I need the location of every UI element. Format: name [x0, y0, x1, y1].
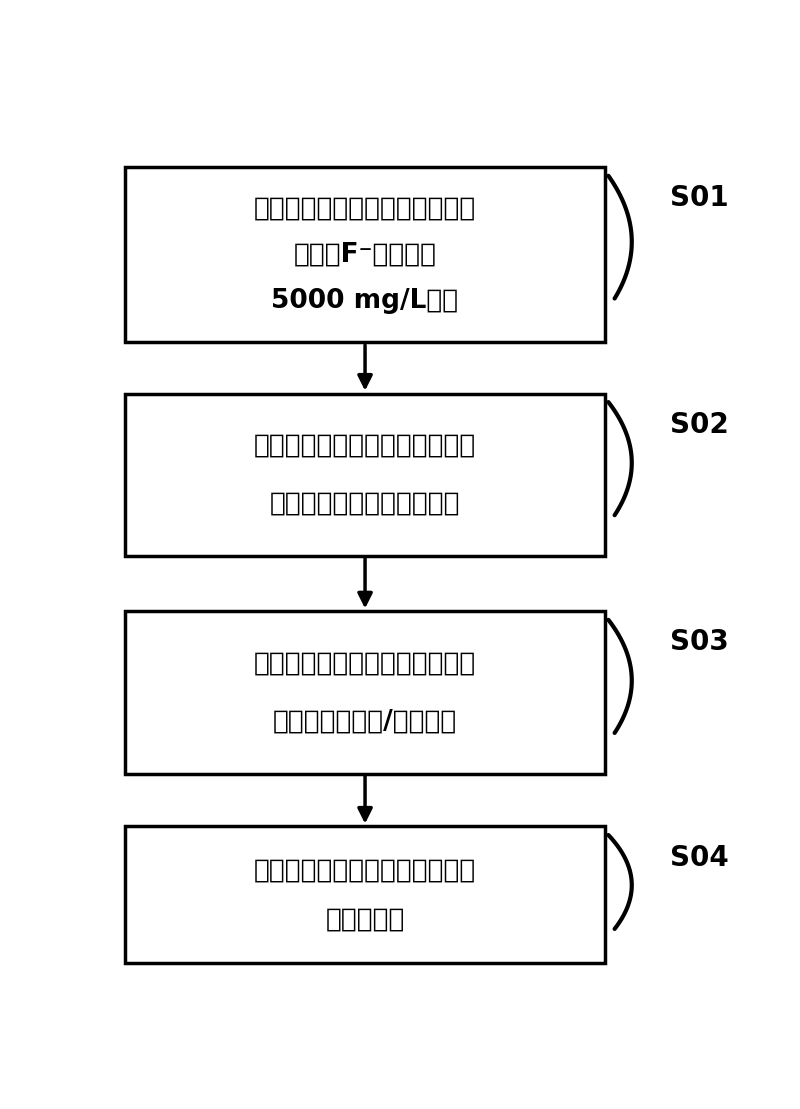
Text: 液，将F⁻浓度降到: 液，将F⁻浓度降到 [294, 242, 437, 267]
Text: 5000 mg/L以下: 5000 mg/L以下 [271, 288, 458, 314]
Bar [125, 394, 606, 556]
Bar [125, 167, 606, 343]
Bar [125, 611, 606, 774]
Text: S04: S04 [670, 844, 729, 872]
Text: S02: S02 [670, 410, 729, 438]
Text: 氟化钙沉淀: 氟化钙沉淀 [326, 906, 405, 933]
Text: 将反应池里的溶液转排到沉淀池: 将反应池里的溶液转排到沉淀池 [254, 651, 476, 676]
Text: S01: S01 [670, 184, 729, 212]
Text: 加入钙源，生成氟化钙沉淀: 加入钙源，生成氟化钙沉淀 [270, 490, 460, 517]
Text: 在储料池中储存或稀释含氟废水: 在储料池中储存或稀释含氟废水 [254, 195, 476, 222]
Bar [125, 826, 606, 963]
Text: 将上述含氟废水转排到反应池，: 将上述含氟废水转排到反应池， [254, 433, 476, 459]
Text: S03: S03 [670, 629, 729, 657]
Text: ，加入混凝剂和/或絮凝剂: ，加入混凝剂和/或絮凝剂 [273, 709, 457, 734]
Text: 排放沉淀池里的澄清废水，回收: 排放沉淀池里的澄清废水，回收 [254, 857, 476, 884]
